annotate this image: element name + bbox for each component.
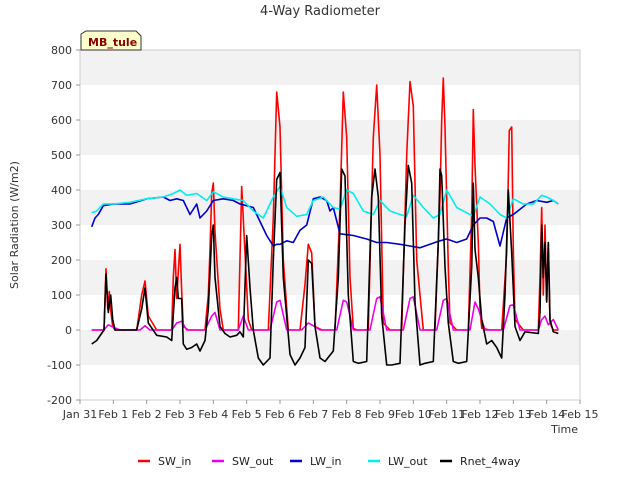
series-line-sw-out bbox=[91, 295, 560, 331]
legend-label-lw-in: LW_in bbox=[310, 455, 342, 468]
legend-label-sw-in: SW_in bbox=[158, 455, 191, 468]
x-tick-label: Feb 1 bbox=[98, 408, 128, 421]
x-tick-label: Feb 15 bbox=[562, 408, 599, 421]
background-band bbox=[80, 190, 580, 225]
y-tick-label: 200 bbox=[51, 254, 72, 267]
x-tick-label: Feb 14 bbox=[528, 408, 565, 421]
x-tick-label: Feb 7 bbox=[298, 408, 328, 421]
series-lines bbox=[90, 77, 560, 366]
y-tick-label: -200 bbox=[47, 394, 72, 407]
y-tick-label: -100 bbox=[47, 359, 72, 372]
series-line-lw-out bbox=[91, 185, 559, 219]
x-tick-label: Feb 10 bbox=[395, 408, 432, 421]
background-band bbox=[80, 155, 580, 190]
legend-label-lw-out: LW_out bbox=[388, 455, 428, 468]
x-tick-label: Feb 2 bbox=[132, 408, 162, 421]
background-band bbox=[80, 50, 580, 85]
y-tick-label: 400 bbox=[51, 184, 72, 197]
chart-title: 4-Way Radiometer bbox=[260, 4, 381, 19]
y-tick-label: 700 bbox=[51, 79, 72, 92]
y-axis-label: Solar Radiation (W/m2) bbox=[8, 161, 21, 289]
station-badge: MB_tule bbox=[80, 30, 142, 51]
x-tick-label: Feb 3 bbox=[165, 408, 195, 421]
background-band bbox=[80, 260, 580, 295]
legend-label-sw-out: SW_out bbox=[232, 455, 274, 468]
y-tick-label: 300 bbox=[51, 219, 72, 232]
legend-label-rnet-4way: Rnet_4way bbox=[460, 455, 521, 468]
plot-background-bands bbox=[80, 50, 580, 400]
x-tick-label: Feb 8 bbox=[332, 408, 362, 421]
background-band bbox=[80, 120, 580, 155]
background-band bbox=[80, 330, 580, 365]
background-band bbox=[80, 295, 580, 330]
x-tick-label: Feb 13 bbox=[495, 408, 532, 421]
y-tick-label: 0 bbox=[65, 324, 72, 337]
background-band bbox=[80, 365, 580, 400]
y-tick-label: 800 bbox=[51, 44, 72, 57]
x-tick-label: Feb 12 bbox=[462, 408, 499, 421]
station-badge-box bbox=[80, 30, 142, 51]
x-tick-label: Feb 5 bbox=[232, 408, 262, 421]
x-tick-label: Feb 4 bbox=[198, 408, 228, 421]
x-tick-label: Jan 31 bbox=[62, 408, 97, 421]
x-tick-label: Feb 11 bbox=[428, 408, 465, 421]
y-axis-ticks: -200 -100 0 100 200 300 400 500 600 700 800 bbox=[47, 44, 80, 407]
y-tick-label: 100 bbox=[51, 289, 72, 302]
background-band bbox=[80, 85, 580, 120]
series-line-rnet-4way bbox=[91, 164, 559, 366]
station-badge-label: MB_tule bbox=[88, 36, 137, 49]
x-axis-ticks: Jan 31 Feb 1 Feb 2 Feb 3 Feb 4 Feb 5 Feb 6 Feb … bbox=[62, 400, 599, 421]
series-line-lw-in bbox=[90, 196, 559, 249]
x-tick-label: Feb 6 bbox=[265, 408, 295, 421]
background-band bbox=[80, 225, 580, 260]
y-tick-label: 600 bbox=[51, 114, 72, 127]
legend: SW_in SW_out LW_in LW_out Rnet_4way bbox=[138, 455, 521, 468]
y-tick-label: 500 bbox=[51, 149, 72, 162]
x-axis-label: Time bbox=[550, 423, 578, 436]
x-tick-label: Feb 9 bbox=[365, 408, 395, 421]
